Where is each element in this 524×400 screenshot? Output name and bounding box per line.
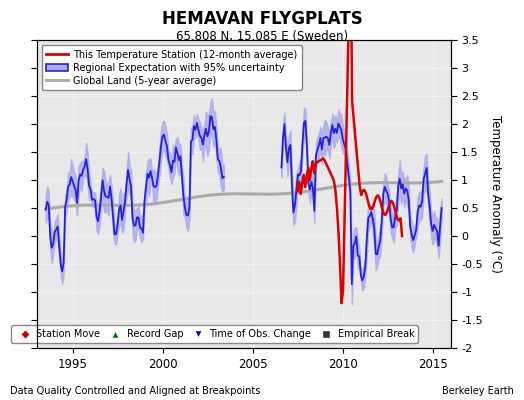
Text: Data Quality Controlled and Aligned at Breakpoints: Data Quality Controlled and Aligned at B… (10, 386, 261, 396)
Legend: Station Move, Record Gap, Time of Obs. Change, Empirical Break: Station Move, Record Gap, Time of Obs. C… (11, 325, 418, 343)
Text: HEMAVAN FLYGPLATS: HEMAVAN FLYGPLATS (161, 10, 363, 28)
Y-axis label: Temperature Anomaly (°C): Temperature Anomaly (°C) (489, 115, 502, 273)
Text: Berkeley Earth: Berkeley Earth (442, 386, 514, 396)
Text: 65.808 N, 15.085 E (Sweden): 65.808 N, 15.085 E (Sweden) (176, 30, 348, 43)
